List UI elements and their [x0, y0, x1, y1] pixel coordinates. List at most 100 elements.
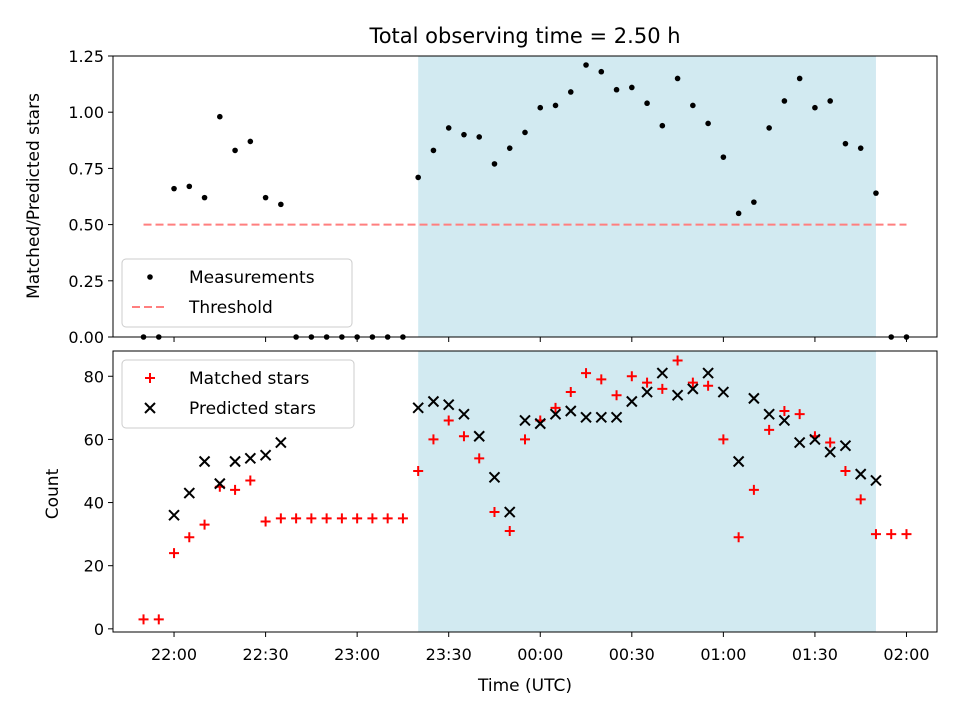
matched-stars-point — [764, 424, 775, 435]
matched-stars-point — [184, 532, 195, 543]
matched-stars-point — [367, 513, 378, 524]
legend-label: Matched stars — [189, 369, 309, 389]
legend-label: Measurements — [189, 268, 315, 288]
predicted-stars-point — [870, 474, 882, 487]
measurement-point — [430, 147, 437, 154]
ratio-y-axis-label: Matched/Predicted stars — [24, 93, 44, 299]
predicted-stars-point — [549, 408, 562, 420]
predicted-stars-point — [412, 402, 424, 414]
matched-stars-point — [138, 614, 149, 625]
predicted-stars-point — [854, 468, 867, 480]
measurement-point — [567, 89, 574, 95]
count-marks — [138, 355, 912, 625]
matched-stars-point — [825, 437, 836, 448]
x-axis-label: Time (UTC) — [477, 676, 572, 696]
ratio-panel-frame — [112, 55, 938, 338]
measurement-point — [827, 98, 833, 104]
legend-frame — [121, 258, 353, 328]
matched-stars-point — [291, 513, 302, 524]
matched-stars-point — [443, 415, 454, 426]
predicted-stars-point — [229, 455, 241, 468]
predicted-stars-point — [168, 509, 180, 521]
matched-stars-point — [397, 513, 408, 524]
predicted-stars-point — [839, 440, 852, 452]
matched-stars-point — [870, 529, 881, 540]
measurement-point — [613, 86, 620, 93]
measurement-point — [674, 75, 681, 82]
measurement-point — [705, 120, 711, 127]
measurement-point — [506, 145, 513, 151]
matched-stars-point — [321, 513, 332, 524]
predicted-stars-point — [824, 446, 836, 458]
matched-stars-point — [504, 525, 515, 536]
predicted-stars-point — [687, 383, 699, 395]
matched-stars-point — [657, 383, 668, 394]
measurement-point — [644, 100, 650, 107]
legend-frame — [121, 359, 355, 429]
measurement-point — [857, 145, 864, 151]
matched-stars-point — [336, 513, 347, 524]
y-tick-label: 0.25 — [68, 272, 104, 291]
measurement-point — [445, 125, 452, 131]
matched-stars-point — [581, 368, 592, 379]
ratio-y-ticks: 0.00 0.25 0.50 0.75 1.00 1.25 — [68, 47, 113, 347]
measurement-point — [842, 140, 849, 147]
predicted-stars-point — [732, 455, 745, 468]
count-panel-frame — [112, 350, 938, 633]
matched-stars-point — [474, 453, 485, 464]
matched-stars-point — [275, 513, 286, 524]
predicted-stars-point — [244, 452, 257, 465]
legend-label: Predicted stars — [189, 399, 316, 419]
measurement-point — [278, 201, 284, 208]
predicted-stars-point — [748, 392, 760, 405]
x-tick-label: 22:00 — [151, 645, 197, 664]
predicted-stars-point — [534, 417, 546, 430]
measurement-point — [796, 75, 803, 82]
predicted-stars-point — [656, 367, 669, 379]
matched-stars-point — [672, 355, 683, 366]
measurement-point — [720, 154, 727, 160]
predicted-stars-point — [565, 405, 577, 417]
measurement-point — [247, 138, 254, 145]
matched-stars-point — [245, 475, 256, 486]
matched-stars-point — [153, 614, 164, 625]
measurement-point — [735, 210, 742, 217]
measurement-point — [690, 102, 696, 109]
y-tick-label: 0.50 — [68, 216, 104, 235]
chart-title: Total observing time = 2.50 h — [368, 24, 680, 48]
matched-stars-point — [428, 434, 439, 445]
predicted-stars-point — [427, 395, 440, 408]
matched-stars-point — [413, 465, 424, 476]
measurement-point — [476, 134, 483, 140]
ratio-marks — [140, 62, 910, 340]
measurement-point — [598, 68, 605, 75]
predicted-stars-point — [626, 395, 638, 408]
matched-stars-point — [596, 374, 607, 385]
predicted-stars-point — [793, 436, 806, 449]
legend-dot-marker — [147, 274, 153, 280]
measurement-point — [262, 194, 269, 201]
predicted-stars-point — [442, 398, 455, 411]
matched-stars-point — [840, 465, 851, 476]
measurement-point — [659, 122, 666, 129]
matched-stars-point — [199, 519, 210, 530]
predicted-stars-point — [671, 389, 684, 401]
y-tick-label: 80 — [84, 367, 104, 386]
ratio-x-ticks — [173, 337, 907, 342]
predicted-stars-point — [519, 414, 531, 427]
measurement-point — [415, 174, 421, 181]
measurement-point — [522, 129, 528, 136]
matched-stars-point — [626, 371, 637, 382]
count-x-ticks: 22:00 22:30 23:00 23:30 00:00 00:30 01:00 01:30… — [151, 632, 930, 664]
matched-stars-point — [901, 529, 912, 540]
matched-stars-point — [794, 409, 805, 420]
y-tick-label: 60 — [84, 430, 104, 449]
measurement-point — [232, 147, 238, 154]
legend-plus-marker — [145, 373, 155, 383]
matched-stars-point — [550, 402, 561, 413]
matched-stars-point — [565, 387, 576, 398]
matched-stars-point — [703, 380, 714, 391]
ratio-panel: 0.00 0.25 0.50 0.75 1.00 1.25 Matched/Predict… — [24, 47, 938, 347]
matched-stars-point — [520, 434, 530, 445]
measurement-point — [186, 183, 193, 190]
